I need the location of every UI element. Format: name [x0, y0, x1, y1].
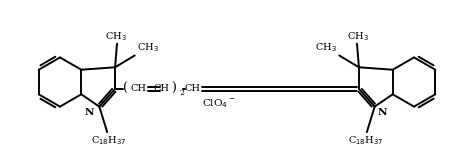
Text: ): ) — [171, 82, 175, 95]
Text: CH$_3$: CH$_3$ — [137, 42, 158, 54]
Text: CH$_3$: CH$_3$ — [347, 30, 369, 43]
Text: 2: 2 — [179, 89, 184, 97]
Text: C$_{18}$H$_{37}$: C$_{18}$H$_{37}$ — [91, 134, 126, 147]
Text: CH: CH — [131, 84, 146, 93]
Text: (: ( — [123, 82, 128, 95]
Text: CH: CH — [153, 84, 169, 93]
Text: C$_{18}$H$_{37}$: C$_{18}$H$_{37}$ — [348, 134, 383, 147]
Text: CH: CH — [185, 84, 201, 93]
Text: ClO$_4$$^-$: ClO$_4$$^-$ — [201, 97, 235, 110]
Text: CH$_3$: CH$_3$ — [105, 30, 127, 43]
Text: N: N — [378, 108, 387, 117]
Text: CH$_3$: CH$_3$ — [316, 42, 337, 54]
Text: N: N — [85, 108, 94, 117]
Text: $^+$: $^+$ — [98, 101, 106, 109]
